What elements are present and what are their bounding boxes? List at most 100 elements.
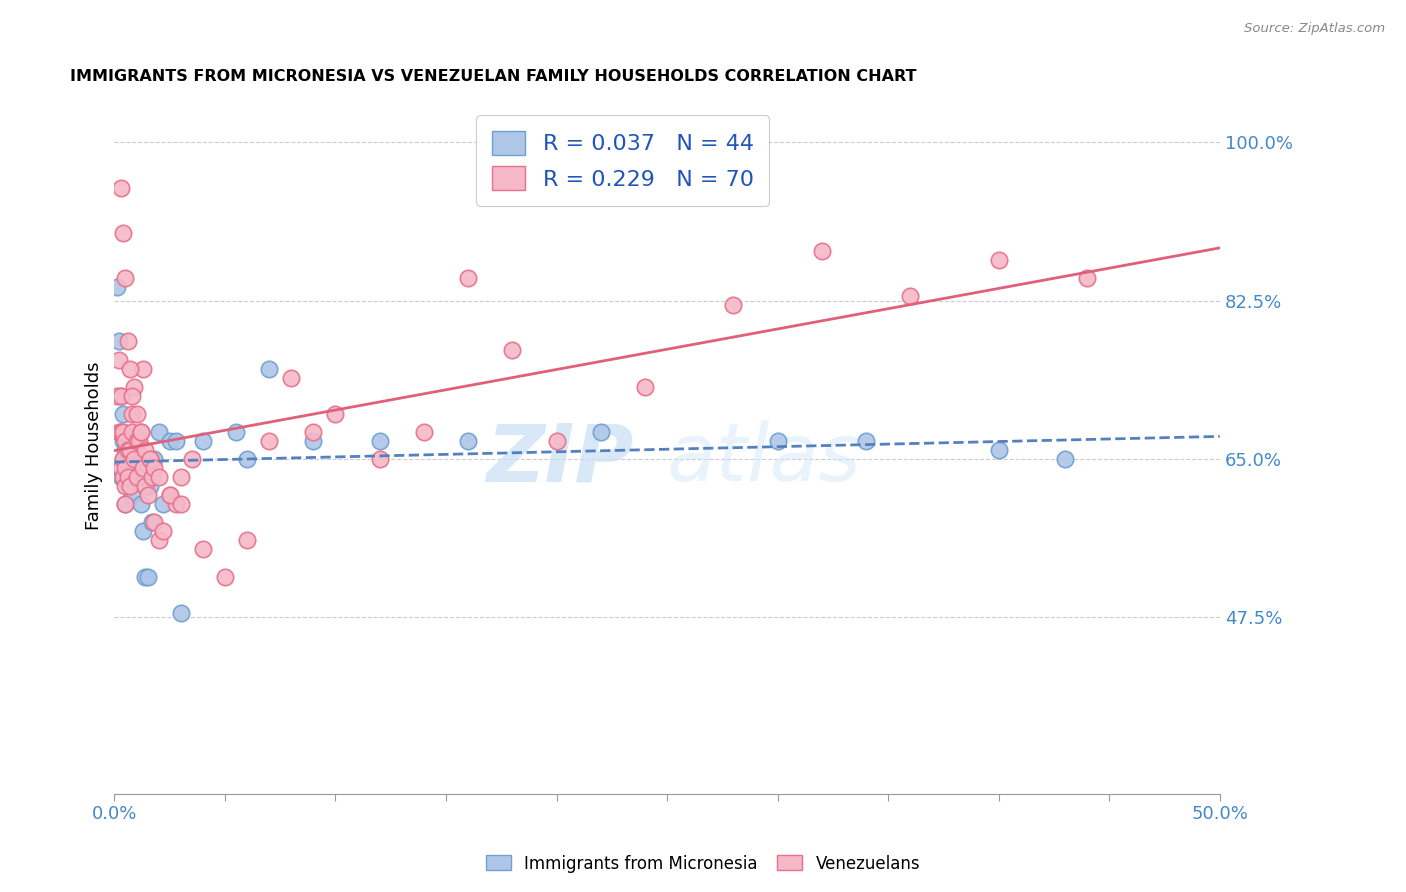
Point — [811, 244, 834, 258]
Point — [165, 434, 187, 448]
Point — [114, 271, 136, 285]
Legend: R = 0.037   N = 44, R = 0.229   N = 70: R = 0.037 N = 44, R = 0.229 N = 70 — [477, 115, 769, 206]
Point — [143, 516, 166, 530]
Point — [723, 298, 745, 312]
Point — [105, 389, 128, 403]
Point — [124, 452, 146, 467]
Point — [368, 434, 391, 448]
Point — [143, 461, 166, 475]
Y-axis label: Family Households: Family Households — [86, 361, 103, 530]
Point — [1053, 452, 1076, 467]
Point — [112, 452, 135, 467]
Point — [121, 389, 143, 403]
Point — [110, 425, 132, 439]
Point — [501, 343, 523, 358]
Point — [112, 425, 135, 439]
Point — [121, 407, 143, 421]
Point — [898, 289, 921, 303]
Point — [134, 569, 156, 583]
Point — [112, 226, 135, 240]
Point — [132, 361, 155, 376]
Point — [257, 361, 280, 376]
Point — [108, 425, 131, 439]
Point — [112, 434, 135, 448]
Point — [124, 452, 146, 467]
Point — [152, 497, 174, 511]
Point — [117, 479, 139, 493]
Point — [257, 434, 280, 448]
Point — [108, 334, 131, 349]
Text: Source: ZipAtlas.com: Source: ZipAtlas.com — [1244, 22, 1385, 36]
Point — [280, 370, 302, 384]
Point — [180, 452, 202, 467]
Point — [236, 533, 259, 548]
Point — [114, 497, 136, 511]
Point — [170, 470, 193, 484]
Text: atlas: atlas — [666, 420, 862, 499]
Point — [634, 379, 657, 393]
Point — [110, 425, 132, 439]
Point — [170, 497, 193, 511]
Point — [121, 425, 143, 439]
Point — [136, 488, 159, 502]
Point — [1076, 271, 1098, 285]
Point — [114, 461, 136, 475]
Point — [110, 470, 132, 484]
Point — [129, 425, 152, 439]
Point — [125, 442, 148, 457]
Point — [105, 280, 128, 294]
Point — [124, 379, 146, 393]
Point — [457, 434, 479, 448]
Point — [125, 470, 148, 484]
Point — [589, 425, 612, 439]
Point — [136, 569, 159, 583]
Point — [128, 461, 150, 475]
Point — [148, 533, 170, 548]
Point — [117, 442, 139, 457]
Point — [134, 479, 156, 493]
Point — [118, 470, 141, 484]
Point — [148, 470, 170, 484]
Point — [159, 488, 181, 502]
Point — [987, 252, 1010, 267]
Point — [114, 497, 136, 511]
Point — [855, 434, 877, 448]
Point — [118, 442, 141, 457]
Point — [236, 452, 259, 467]
Point — [214, 569, 236, 583]
Point — [110, 461, 132, 475]
Point — [302, 434, 325, 448]
Point — [129, 497, 152, 511]
Point — [108, 352, 131, 367]
Point — [117, 452, 139, 467]
Point — [302, 425, 325, 439]
Point — [139, 479, 162, 493]
Point — [112, 470, 135, 484]
Point — [457, 271, 479, 285]
Point — [368, 452, 391, 467]
Point — [110, 180, 132, 194]
Point — [121, 488, 143, 502]
Text: ZIP: ZIP — [486, 420, 634, 499]
Point — [325, 407, 347, 421]
Point — [110, 389, 132, 403]
Point — [132, 524, 155, 539]
Point — [110, 389, 132, 403]
Point — [191, 434, 214, 448]
Point — [114, 434, 136, 448]
Point — [118, 479, 141, 493]
Point — [159, 488, 181, 502]
Point — [118, 361, 141, 376]
Point — [112, 452, 135, 467]
Point — [117, 334, 139, 349]
Point — [165, 497, 187, 511]
Point — [118, 442, 141, 457]
Point — [148, 425, 170, 439]
Point — [143, 452, 166, 467]
Point — [112, 407, 135, 421]
Point — [159, 434, 181, 448]
Point — [117, 470, 139, 484]
Point — [139, 452, 162, 467]
Point — [141, 470, 163, 484]
Point — [225, 425, 247, 439]
